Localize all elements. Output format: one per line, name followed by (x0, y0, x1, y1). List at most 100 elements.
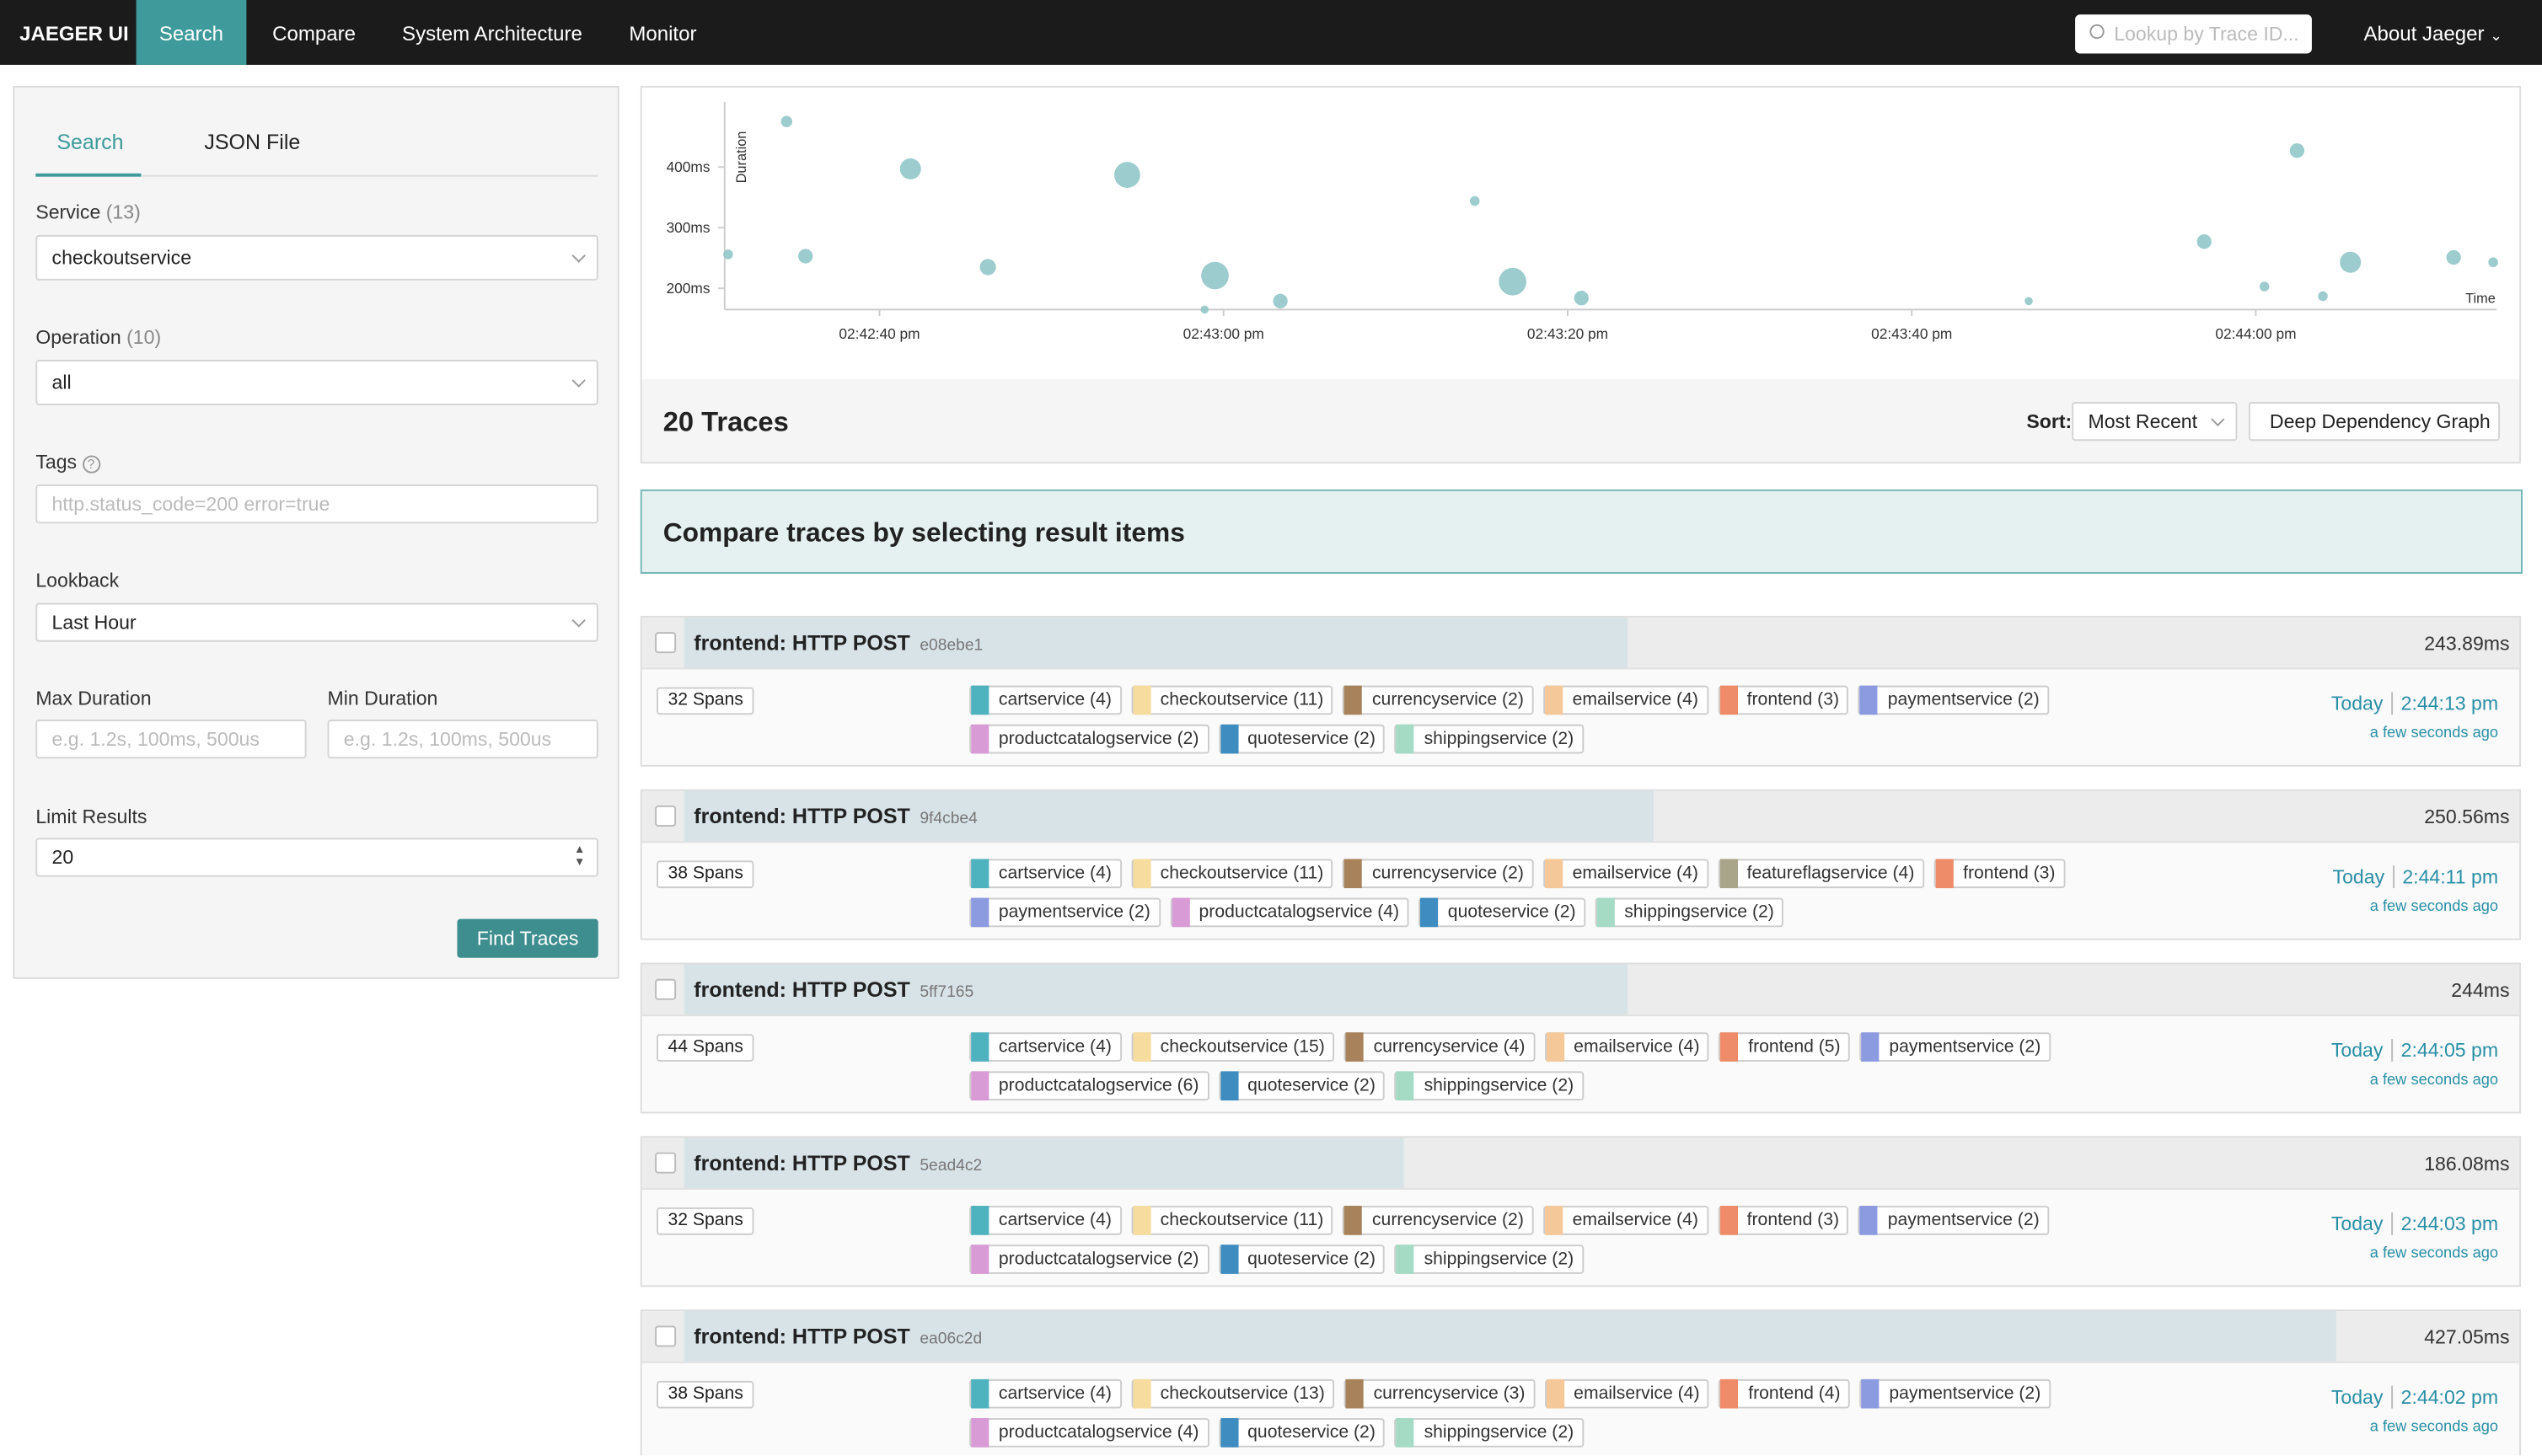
service-tag: paymentservice (2) (969, 897, 1161, 928)
trace-day: Today (2330, 1385, 2393, 1409)
x-tick-label: 02:43:20 pm (1527, 325, 1608, 342)
y-tick-label: 400ms (667, 158, 711, 175)
service-color (971, 897, 989, 928)
service-label: checkoutservice (11) (1160, 1210, 1324, 1230)
service-tag: paymentservice (2) (1859, 1378, 2051, 1409)
sort-select[interactable]: Most Recent (2072, 402, 2238, 442)
service-color (1344, 685, 1363, 715)
x-axis-label: Time (2465, 292, 2496, 307)
trace-id: 9f4cbe4 (920, 810, 978, 828)
service-tag: shippingservice (2) (1394, 1071, 1584, 1101)
trace-point (1200, 305, 1209, 314)
service-tag: frontend (3) (1718, 685, 1849, 715)
about-menu[interactable]: About Jaeger ⌄ (2363, 22, 2502, 46)
duration-bar (684, 1138, 1404, 1188)
service-color (1220, 1418, 1238, 1448)
service-tag: quoteservice (2) (1218, 724, 1386, 754)
service-label: quoteservice (2) (1247, 729, 1376, 749)
service-label: paymentservice (2) (998, 902, 1150, 923)
scatter-plot: 200ms 300ms 400ms 02:42:40 pm 02:43:00 pm 02:… (667, 102, 2498, 342)
y-tick-label: 300ms (667, 219, 711, 236)
nav-tab[interactable]: Monitor (629, 22, 697, 46)
nav-tab[interactable]: System Architecture (402, 22, 582, 46)
trace-clock: 2:44:03 pm (2400, 1212, 2499, 1235)
input-value: 20 (51, 846, 74, 869)
trace-ago: a few seconds ago (2369, 1071, 2499, 1089)
trace-point (780, 115, 793, 127)
trace-item: frontend: HTTP POST 9f4cbe4 250.56ms 38 Spa… (640, 789, 2522, 940)
limit-input[interactable]: 20 ▲ ▼ (35, 838, 598, 877)
results-count: 20 Traces (662, 406, 789, 438)
span-count: 44 Spans (657, 1034, 755, 1062)
nav-tab[interactable]: Search (136, 0, 247, 65)
trace-header[interactable]: frontend: HTTP POST e08ebe1 243.89ms (641, 617, 2520, 670)
service-tag: checkoutservice (11) (1131, 859, 1333, 889)
service-tag: currencyservice (2) (1343, 859, 1534, 889)
trace-body: 32 Spans cartservice (4) checkoutservice (… (642, 1190, 2519, 1288)
duration-bar (684, 964, 1628, 1015)
trace-header[interactable]: frontend: HTTP POST 5ff7165 244ms (641, 964, 2520, 1017)
tab[interactable]: Search (56, 129, 124, 154)
service-color (1344, 859, 1363, 889)
tags-input[interactable]: http.status_code=200 error=true (35, 484, 598, 524)
trace-id: e08ebe1 (920, 636, 984, 656)
service-color (971, 859, 989, 889)
trace-duration: 250.56ms (2424, 805, 2510, 828)
placeholder: e.g. 1.2s, 100ms, 500us (343, 727, 552, 751)
service-tag: currencyservice (2) (1343, 685, 1534, 715)
service-color (971, 724, 989, 754)
service-tag: emailservice (4) (1544, 1032, 1710, 1062)
operation-select[interactable]: all (35, 360, 598, 405)
service-label: paymentservice (2) (1889, 1037, 2041, 1057)
service-tag: cartservice (4) (969, 685, 1122, 715)
service-tag: emailservice (4) (1544, 1378, 1710, 1409)
checkbox[interactable] (655, 1152, 677, 1174)
checkbox[interactable] (655, 1325, 677, 1347)
trace-point (979, 259, 996, 276)
service-label: paymentservice (2) (1887, 690, 2040, 710)
trace-header[interactable]: frontend: HTTP POST 5ead4c2 186.08ms (641, 1138, 2520, 1190)
tab[interactable]: JSON File (204, 129, 301, 154)
ddg-button[interactable]: Deep Dependency Graph (2248, 402, 2501, 442)
service-color (1935, 859, 1954, 889)
trace-name: frontend: HTTP POST (694, 1324, 910, 1349)
trace-point (2446, 249, 2461, 265)
service-label: frontend (5) (1748, 1037, 1841, 1057)
trace-header[interactable]: frontend: HTTP POST 9f4cbe4 250.56ms (641, 790, 2520, 843)
service-tag: emailservice (4) (1542, 1206, 1708, 1235)
service-tags: cartservice (4) checkoutservice (11) curre… (969, 1206, 2072, 1274)
nav-tab[interactable]: Compare (272, 22, 357, 46)
service-color (1546, 1032, 1564, 1062)
service-tags: cartservice (4) checkoutservice (13) curre… (969, 1378, 2072, 1448)
service-label: checkoutservice (11) (1160, 690, 1324, 710)
x-tick-label: 02:44:00 pm (2215, 325, 2296, 342)
trace-lookup[interactable]: Lookup by Trace ID... (2075, 14, 2312, 54)
trace-duration: 244ms (2451, 978, 2510, 1002)
service-tag: paymentservice (2) (1858, 1206, 2050, 1235)
brand[interactable]: JAEGER UI (19, 22, 129, 46)
lookback-select[interactable]: Last Hour (35, 602, 598, 642)
service-color (971, 1378, 989, 1409)
min-duration-input[interactable]: e.g. 1.2s, 100ms, 500us (327, 720, 598, 759)
checkbox[interactable] (655, 805, 677, 827)
trace-id: 5ead4c2 (920, 1157, 983, 1175)
service-label: productcatalogservice (2) (998, 729, 1199, 749)
trace-day: Today (2330, 1212, 2393, 1235)
max-duration-input[interactable]: e.g. 1.2s, 100ms, 500us (35, 720, 307, 759)
service-color (1720, 1378, 1739, 1409)
service-color (1719, 685, 1738, 715)
find-traces-button[interactable]: Find Traces (457, 918, 598, 958)
checkbox[interactable] (655, 978, 677, 1000)
service-label: shippingservice (2) (1424, 1422, 1574, 1443)
service-label: currencyservice (3) (1373, 1384, 1526, 1404)
checkbox[interactable] (655, 632, 677, 654)
trace-day: Today (2332, 865, 2395, 888)
service-label: currencyservice (2) (1371, 690, 1524, 710)
service-tag: currencyservice (4) (1343, 1032, 1536, 1062)
trace-header[interactable]: frontend: HTTP POST ea06c2d 427.05ms (641, 1311, 2520, 1363)
trace-ago: a few seconds ago (2369, 1418, 2499, 1437)
service-tag: productcatalogservice (2) (969, 1245, 1209, 1274)
service-select[interactable]: checkoutservice (35, 234, 598, 281)
service-color (1596, 897, 1615, 928)
